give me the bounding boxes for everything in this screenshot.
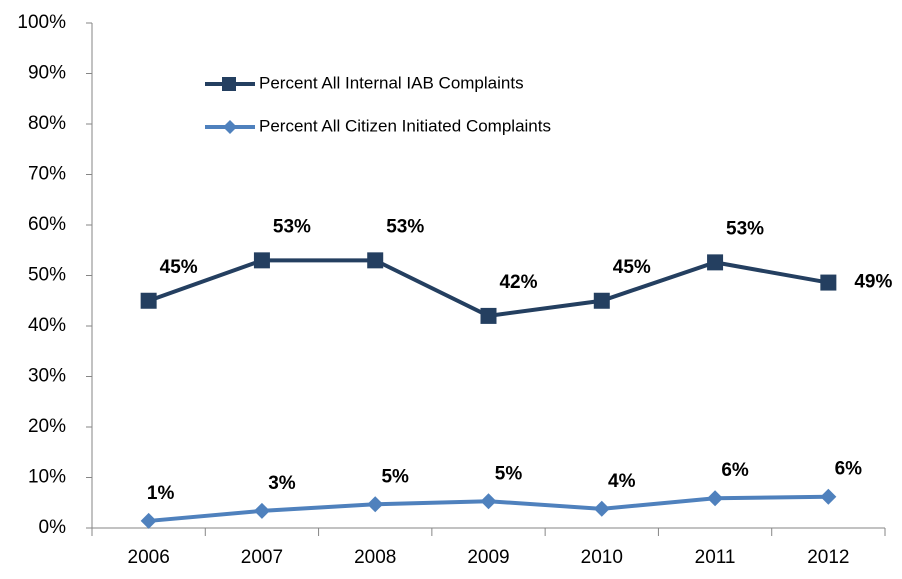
- marker: [253, 502, 270, 519]
- marker: [593, 500, 610, 517]
- x-tick-label: 2011: [695, 547, 736, 568]
- y-tick-label: 60%: [28, 214, 66, 235]
- data-label: 4%: [608, 471, 636, 492]
- data-label: 53%: [273, 216, 311, 237]
- data-label: 5%: [495, 463, 523, 484]
- x-tick-label: 2012: [807, 547, 849, 568]
- y-tick-label: 40%: [28, 315, 66, 336]
- x-tick-label: 2009: [467, 547, 509, 568]
- legend-marker: [223, 120, 237, 134]
- x-tick-label: 2007: [241, 547, 283, 568]
- marker: [367, 252, 384, 269]
- x-tick-label: 2006: [128, 547, 170, 568]
- x-tick-label: 2008: [354, 547, 396, 568]
- legend-label: Percent All Citizen Initiated Complaints: [259, 116, 551, 135]
- marker: [593, 292, 610, 309]
- data-label: 6%: [835, 459, 863, 480]
- data-label: 53%: [726, 218, 764, 239]
- data-label: 3%: [268, 473, 296, 494]
- y-tick-label: 20%: [28, 416, 66, 437]
- legend-marker: [222, 77, 236, 91]
- data-label: 6%: [721, 460, 749, 481]
- y-tick-label: 50%: [28, 265, 66, 286]
- marker: [820, 274, 837, 291]
- marker: [480, 307, 497, 324]
- marker: [820, 488, 837, 505]
- marker: [140, 292, 157, 309]
- marker: [480, 493, 497, 510]
- data-label: 42%: [499, 272, 537, 293]
- data-label: 5%: [381, 466, 409, 487]
- data-label: 49%: [854, 272, 892, 293]
- marker: [367, 496, 384, 513]
- y-tick-label: 90%: [28, 63, 66, 84]
- data-label: 53%: [386, 216, 424, 237]
- y-tick-label: 70%: [28, 164, 66, 185]
- x-tick-label: 2010: [581, 547, 623, 568]
- marker: [707, 254, 724, 271]
- y-tick-label: 30%: [28, 366, 66, 387]
- y-tick-label: 0%: [39, 517, 67, 538]
- marker: [253, 252, 270, 269]
- y-tick-label: 100%: [17, 12, 66, 33]
- legend-label: Percent All Internal IAB Complaints: [259, 73, 524, 92]
- y-tick-label: 80%: [28, 113, 66, 134]
- marker: [707, 490, 724, 507]
- data-label: 1%: [147, 483, 175, 504]
- marker: [140, 512, 157, 529]
- y-tick-label: 10%: [28, 467, 66, 488]
- data-label: 45%: [160, 257, 198, 278]
- series-line: [147, 258, 829, 318]
- data-label: 45%: [613, 257, 651, 278]
